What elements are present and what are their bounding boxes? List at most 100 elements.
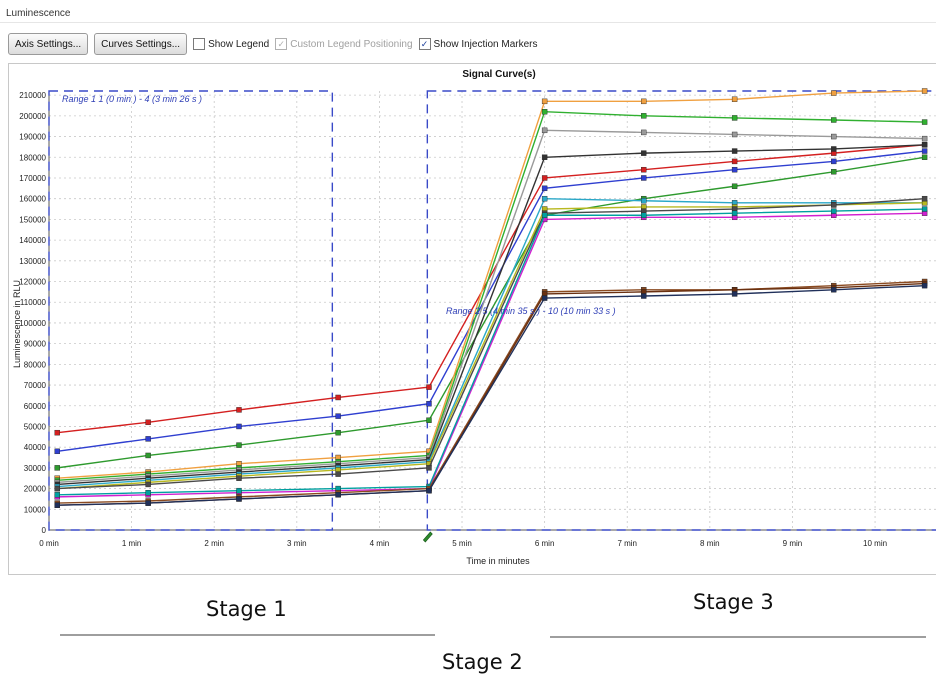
range-1-box [48,90,334,531]
series-line [57,284,925,506]
stage-3-line [550,636,926,638]
show-legend-box[interactable] [193,38,206,50]
y-tick-label: 180000 [19,153,46,162]
signal-curve-chart: 0 10000 20000 30000 40000 50000 60000 70000 8000… [12,69,936,566]
y-tick-label: 140000 [19,236,46,245]
data-point [731,131,738,138]
data-point [236,407,242,413]
data-point [335,394,341,401]
data-point [426,400,432,407]
curves-settings-button[interactable]: Curves Settings... [94,33,188,55]
data-point [54,429,60,436]
chart-frame: 0 10000 20000 30000 40000 50000 60000 70000 8000… [8,63,936,575]
series-line [57,197,925,490]
data-point [145,436,151,442]
y-tick-label: 80000 [24,360,47,369]
data-point [921,282,928,289]
data-point [641,175,647,181]
data-point [831,208,837,214]
x-tick-label: 7 min [617,539,637,548]
data-point [335,429,341,436]
range2-label: Range 2 5 (4 min 35 s ) - 10 (10 min 33 … [446,306,616,316]
data-point [641,293,647,299]
data-point [731,183,738,189]
title-divider [0,22,936,23]
x-axis-label: Time in minutes [466,556,530,566]
y-tick-label: 150000 [19,215,46,224]
y-tick-label: 160000 [19,195,46,204]
custom-legend-box: ✓ [275,38,288,50]
y-tick-label: 20000 [24,485,47,494]
y-tick-label: 100000 [19,319,46,328]
x-tick-label: 10 min [863,539,887,548]
data-point [335,492,341,498]
data-point [426,487,432,494]
data-point [641,150,647,156]
data-point [54,465,60,471]
data-point [921,206,928,212]
range-2-box [426,90,936,531]
injection-marker-icon [422,531,433,543]
data-point [426,384,432,390]
data-point [921,135,928,142]
data-point [335,471,341,477]
x-tick-label: 8 min [700,539,720,548]
series-line [57,144,925,486]
series-line [57,208,925,496]
data-point [426,417,432,423]
data-point [921,142,928,148]
show-injection-box[interactable]: ✓ [418,38,431,50]
x-tick-label: 0 min [39,539,59,548]
x-tick-label: 4 min [370,539,390,548]
data-point [921,119,928,125]
y-tick-label: 120000 [19,278,46,287]
series-line [57,202,925,490]
y-tick-label: 130000 [19,257,46,266]
axis-settings-button[interactable]: Axis Settings... [8,33,89,55]
custom-legend-label: Custom Legend Positioning [290,38,413,50]
series-line [57,156,925,469]
data-point [541,295,548,301]
data-point [145,419,151,426]
series-line [57,212,925,498]
data-point [541,175,548,181]
window-title: Luminescence [6,8,71,19]
data-point [921,154,928,160]
y-axis-label: Luminescence in RLU [12,280,22,368]
series-line [57,197,925,488]
stage-1-label: Stage 1 [206,597,287,621]
show-injection-label: Show Injection Markers [433,38,538,50]
data-point [236,475,242,481]
data-point [831,169,837,175]
data-point [921,195,928,202]
data-point [541,127,548,134]
data-point [426,465,432,471]
data-point [831,133,837,140]
data-point [921,88,928,94]
data-point [54,485,60,492]
stage-3-label: Stage 3 [693,590,774,614]
show-legend-label: Show Legend [208,38,270,50]
y-tick-label: 40000 [24,443,47,452]
y-tick-label: 0 [42,526,47,535]
data-point [641,212,647,218]
data-point [831,158,837,165]
data-point [541,185,548,192]
data-point [831,90,837,96]
data-point [731,115,738,121]
data-point [236,496,242,502]
y-tick-label: 170000 [19,174,46,183]
data-point [236,487,242,494]
series-line [57,280,925,504]
y-tick-label: 10000 [24,505,47,514]
data-point [54,492,60,498]
show-injection-markers-checkbox[interactable]: ✓ Show Injection Markers [418,38,538,50]
x-tick-label: 9 min [783,539,803,548]
data-point [641,129,647,136]
data-point [831,202,837,208]
data-point [731,148,738,154]
data-point [731,96,738,102]
data-point [145,490,151,496]
show-legend-checkbox[interactable]: Show Legend [193,38,269,50]
y-tick-label: 110000 [20,298,47,307]
